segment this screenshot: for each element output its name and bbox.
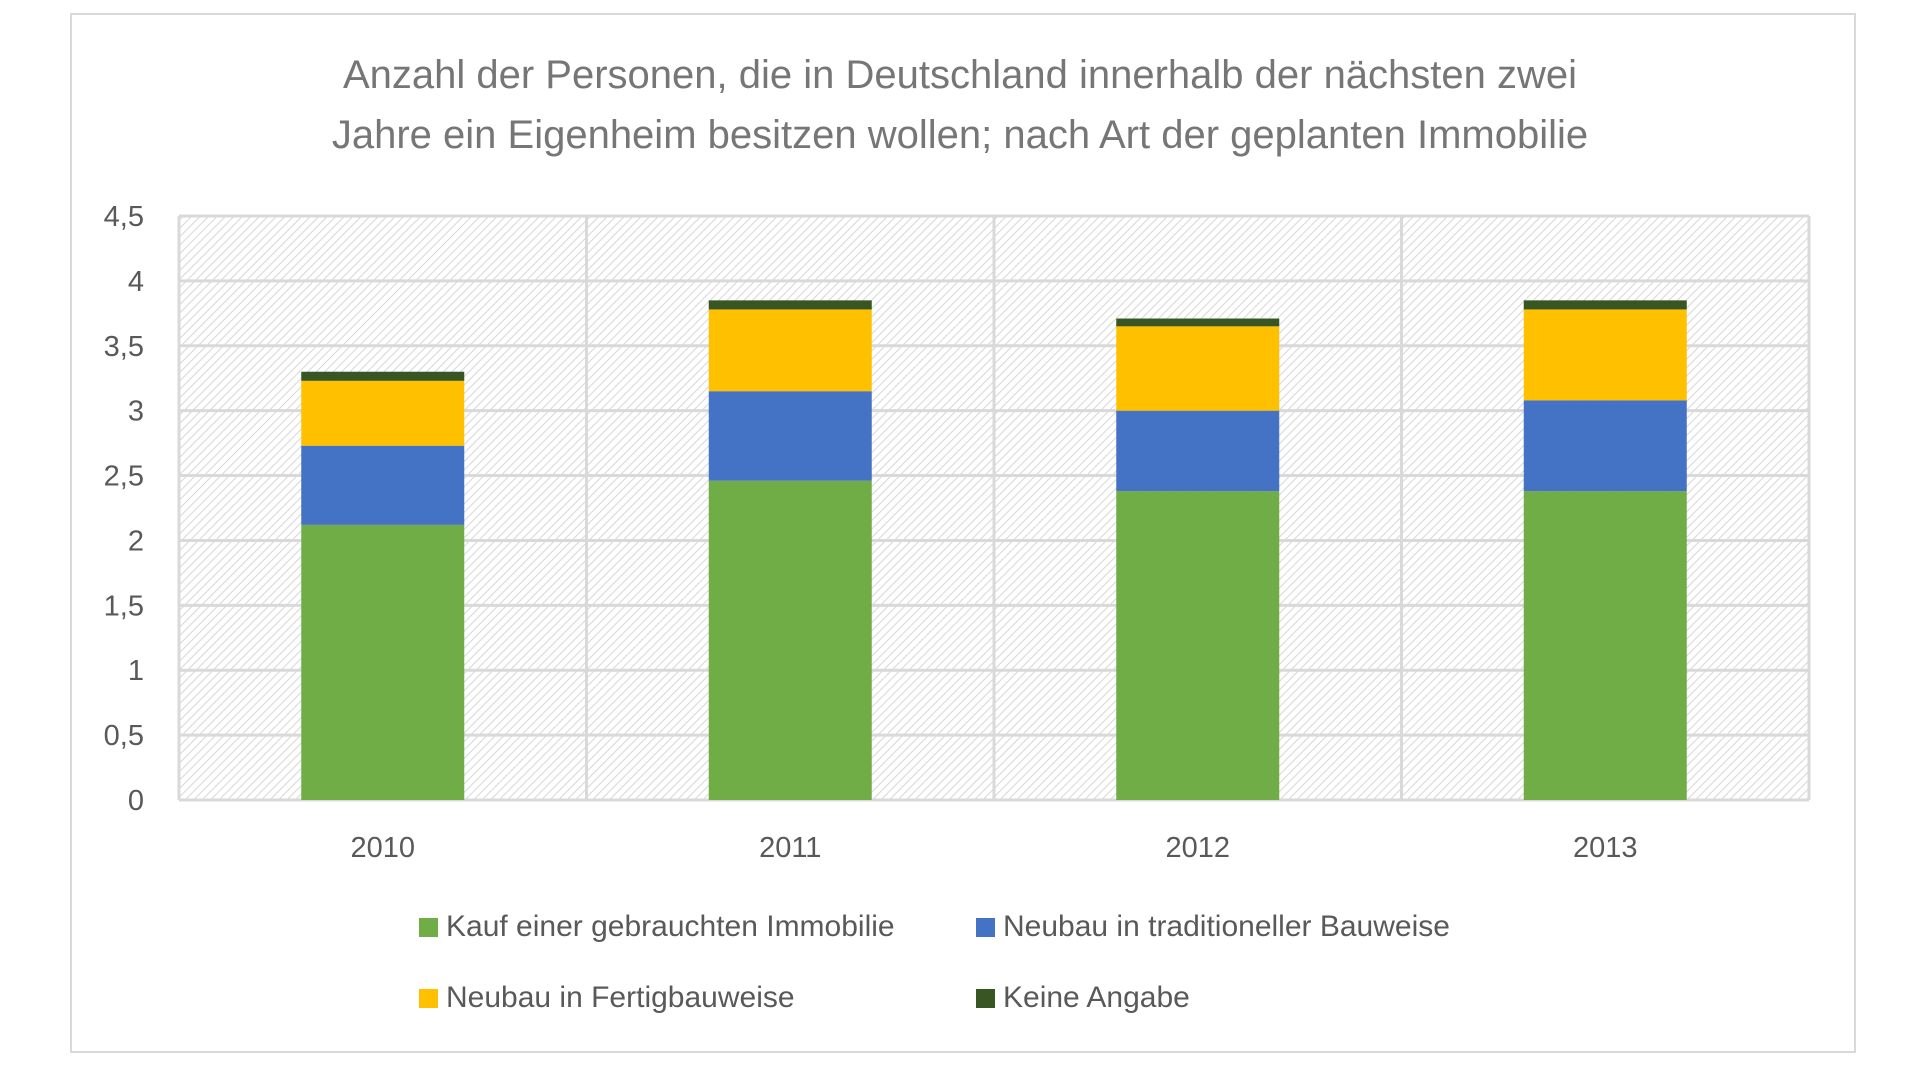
- bar-segment-2010-4: [301, 371, 465, 381]
- bar-segment-2010-3: [301, 380, 465, 446]
- bar-segment-2010-1: [301, 524, 465, 800]
- y-tick-label: 2,5: [104, 461, 144, 493]
- legend-swatch: [419, 917, 438, 937]
- legend-item: Neubau in traditioneller Bauweise: [976, 910, 1450, 944]
- bar-segment-2012-1: [1116, 491, 1280, 800]
- legend-item: Neubau in Fertigbauweise: [419, 981, 795, 1015]
- y-tick-label: 3,5: [104, 331, 144, 363]
- bar-segment-2011-3: [708, 309, 872, 392]
- legend-label: Keine Angabe: [1003, 981, 1190, 1014]
- x-tick-label: 2010: [350, 832, 415, 864]
- x-tick-label: 2011: [759, 832, 821, 864]
- bar-segment-2011-2: [708, 391, 872, 481]
- y-tick-label: 0,5: [104, 720, 144, 752]
- y-tick-label: 2: [128, 525, 144, 557]
- y-tick-label: 3: [128, 396, 144, 428]
- bar-segment-2013-4: [1523, 300, 1687, 310]
- bar-segment-2011-1: [708, 480, 872, 800]
- y-tick-label: 0: [128, 785, 144, 817]
- bar-segment-2012-3: [1116, 326, 1280, 411]
- legend-item: Keine Angabe: [976, 981, 1190, 1015]
- legend-swatch: [419, 988, 438, 1008]
- bar-segment-2010-2: [301, 445, 465, 525]
- bar-segment-2011-4: [708, 300, 872, 310]
- legend-swatch: [976, 988, 995, 1008]
- bar-segment-2013-1: [1523, 491, 1687, 800]
- x-tick-label: 2013: [1573, 832, 1638, 864]
- bar-segment-2013-2: [1523, 400, 1687, 492]
- legend-label: Neubau in Fertigbauweise: [446, 981, 795, 1014]
- chart-title-line-1: Anzahl der Personen, die in Deutschland …: [342, 53, 1578, 97]
- y-tick-label: 1,5: [104, 590, 144, 622]
- y-tick-label: 4,5: [104, 201, 144, 233]
- bar-segment-2012-2: [1116, 410, 1280, 492]
- x-tick-label: 2012: [1165, 832, 1230, 864]
- legend-swatch: [976, 917, 995, 937]
- legend-item: Kauf einer gebrauchten Immobilie: [419, 910, 895, 944]
- bar-segment-2012-4: [1116, 318, 1280, 327]
- y-tick-label: 4: [128, 266, 144, 298]
- legend-label: Kauf einer gebrauchten Immobilie: [446, 910, 895, 943]
- y-tick-label: 1: [128, 655, 144, 687]
- chart-title-line-2: Jahre ein Eigenheim besitzen wollen; nac…: [331, 113, 1589, 157]
- legend-label: Neubau in traditioneller Bauweise: [1003, 910, 1450, 943]
- bar-segment-2013-3: [1523, 309, 1687, 401]
